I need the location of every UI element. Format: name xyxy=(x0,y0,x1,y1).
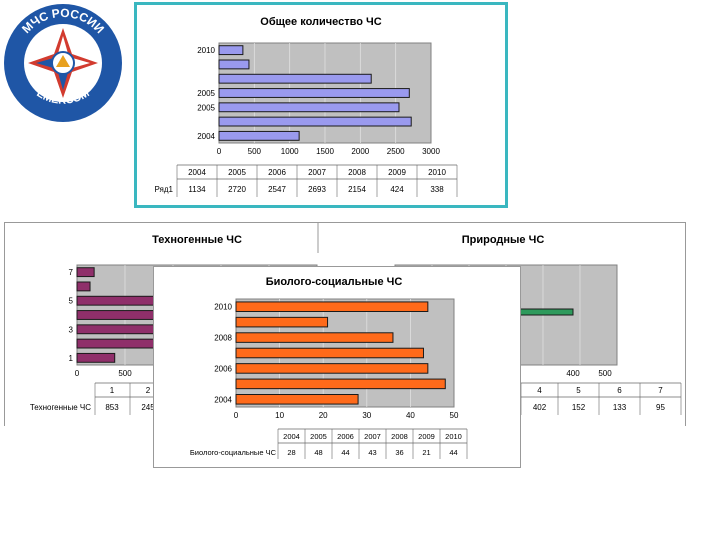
total-table-value: 338 xyxy=(430,185,444,194)
total-table-header: 2006 xyxy=(268,168,286,177)
bio-chart-title: Биолого-социальные ЧС xyxy=(266,276,403,288)
total-table-value: 2154 xyxy=(348,185,366,194)
bio-tick-label: 20 xyxy=(319,411,328,420)
bio-bar xyxy=(235,347,424,359)
technogenic-table-header: 2 xyxy=(146,386,151,395)
total-table-value: 424 xyxy=(390,185,404,194)
natural-table-header: 5 xyxy=(576,386,581,395)
total-bar xyxy=(218,73,372,84)
total-table-value: 1134 xyxy=(188,185,206,194)
total-table-header: 2009 xyxy=(388,168,406,177)
total-bar xyxy=(218,130,300,141)
bio-table-header: 2010 xyxy=(445,432,462,441)
technogenic-table-value: 853 xyxy=(105,403,119,412)
bio-table-value: 44 xyxy=(449,448,457,457)
bio-bar xyxy=(235,316,329,328)
total-tick-label: 2000 xyxy=(351,147,369,156)
technogenic-category-label: 7 xyxy=(69,268,74,277)
total-table-header: 2008 xyxy=(348,168,366,177)
total-bar xyxy=(218,59,250,70)
total-chart-title: Общее количество ЧС xyxy=(260,16,381,28)
total-bar xyxy=(218,45,244,56)
bio-table-header: 2004 xyxy=(283,432,300,441)
bio-tick-label: 40 xyxy=(406,411,415,420)
bio-table-header: 2007 xyxy=(364,432,381,441)
natural-table-value: 133 xyxy=(613,403,627,412)
technogenic-tick-label: 500 xyxy=(118,369,132,378)
total-category-label: 2004 xyxy=(197,132,215,141)
bio-series-name: Биолого-социальные ЧС xyxy=(190,448,277,457)
natural-chart-title: Природные ЧС xyxy=(462,234,545,246)
emercom-logo: МЧС РОССИИ EMERCOM xyxy=(2,2,124,124)
total-tick-label: 0 xyxy=(217,147,222,156)
total-table-value: 2720 xyxy=(228,185,246,194)
bio-chart-panel: Биолого-социальные ЧС 2004 2006 2008 2010 0 1… xyxy=(153,266,521,468)
bio-category-label: 2010 xyxy=(214,303,232,312)
total-bar xyxy=(218,102,400,113)
bio-table-value: 36 xyxy=(395,448,403,457)
bio-table-header: 2009 xyxy=(418,432,435,441)
natural-table-header: 6 xyxy=(617,386,622,395)
emercom-emblem: МЧС РОССИИ EMERCOM xyxy=(4,4,122,122)
bio-category-label: 2004 xyxy=(214,395,232,404)
total-tick-label: 2500 xyxy=(387,147,405,156)
bio-table-value: 21 xyxy=(422,448,430,457)
total-tick-label: 3000 xyxy=(422,147,440,156)
total-series-name: Ряд1 xyxy=(154,185,173,194)
bio-bar xyxy=(235,378,446,390)
technogenic-bar xyxy=(76,281,91,292)
technogenic-category-label: 1 xyxy=(69,354,74,363)
total-chart-panel: Общее количество ЧС 2004 2005 2005 2010 0 500… xyxy=(134,2,508,208)
bio-table-value: 44 xyxy=(341,448,349,457)
bio-bar xyxy=(235,301,429,312)
bio-chart: Биолого-социальные ЧС 2004 2006 2008 2010 0 1… xyxy=(190,276,468,459)
total-tick-label: 500 xyxy=(248,147,262,156)
total-category-label: 2010 xyxy=(197,46,215,55)
technogenic-table-header: 1 xyxy=(110,386,115,395)
technogenic-tick-label: 0 xyxy=(75,369,80,378)
natural-table-header: 4 xyxy=(537,386,542,395)
bio-table-value: 48 xyxy=(314,448,322,457)
bio-table-value: 28 xyxy=(287,448,295,457)
natural-tick-label: 500 xyxy=(598,369,612,378)
bio-table-value: 43 xyxy=(368,448,376,457)
total-bar xyxy=(218,88,410,98)
total-tick-label: 1500 xyxy=(316,147,334,156)
technogenic-category-label: 3 xyxy=(69,325,74,334)
total-table-header: 2004 xyxy=(188,168,206,177)
technogenic-category-label: 5 xyxy=(69,297,74,306)
bio-bar xyxy=(235,363,429,374)
bio-category-label: 2006 xyxy=(214,364,232,373)
bio-table-header: 2006 xyxy=(337,432,354,441)
bio-tick-label: 0 xyxy=(234,411,239,420)
total-bar xyxy=(218,116,412,127)
natural-table-value: 152 xyxy=(572,403,586,412)
technogenic-chart-title: Техногенные ЧС xyxy=(152,234,242,246)
natural-tick-label: 400 xyxy=(566,369,580,378)
total-table-header: 2007 xyxy=(308,168,326,177)
bio-table-header: 2005 xyxy=(310,432,327,441)
total-category-label: 2005 xyxy=(197,89,215,98)
total-category-label: 2005 xyxy=(197,103,215,112)
bio-table-header: 2008 xyxy=(391,432,408,441)
total-table-header: 2010 xyxy=(428,168,446,177)
technogenic-bar xyxy=(76,267,95,278)
natural-table-value: 95 xyxy=(656,403,665,412)
technogenic-table-value: 245 xyxy=(141,403,155,412)
technogenic-bar xyxy=(76,352,116,363)
bio-bar xyxy=(235,332,394,343)
bio-tick-label: 30 xyxy=(362,411,371,420)
total-table-value: 2693 xyxy=(308,185,326,194)
total-chart: Общее количество ЧС 2004 2005 2005 2010 0 500… xyxy=(154,16,458,197)
bio-tick-label: 50 xyxy=(450,411,459,420)
natural-table-header: 7 xyxy=(658,386,663,395)
technogenic-series-name: Техногенные ЧС xyxy=(30,403,91,412)
natural-table-value: 402 xyxy=(533,403,547,412)
bio-bar xyxy=(235,394,359,405)
total-table-value: 2547 xyxy=(268,185,286,194)
total-tick-label: 1000 xyxy=(281,147,299,156)
total-table-header: 2005 xyxy=(228,168,246,177)
bio-tick-label: 10 xyxy=(275,411,284,420)
bio-category-label: 2008 xyxy=(214,334,232,343)
